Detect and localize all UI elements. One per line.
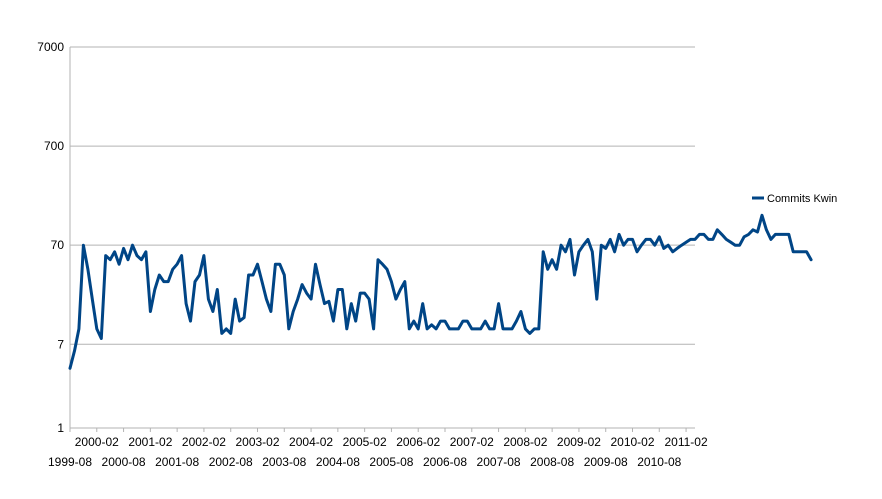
x-tick-label: 2010-08 — [637, 455, 681, 469]
x-tick-label: 2008-08 — [530, 455, 574, 469]
x-tick-label: 2000-02 — [75, 435, 119, 449]
x-tick-label: 2005-02 — [343, 435, 387, 449]
x-tick-label: 2002-08 — [209, 455, 253, 469]
y-tick-label: 7000 — [37, 40, 64, 54]
x-tick-label: 2001-02 — [128, 435, 172, 449]
y-tick-label: 7 — [57, 337, 64, 351]
x-tick-label: 2008-02 — [503, 435, 547, 449]
legend: Commits Kwin — [752, 193, 837, 205]
y-tick-label: 1 — [57, 421, 64, 435]
tick-labels: 1 7 70 700 7000 2000-02 2001-02 2002-02 2003-02 2… — [37, 40, 708, 469]
x-tick-label: 2009-02 — [557, 435, 601, 449]
x-tick-label: 2010-02 — [610, 435, 654, 449]
axes — [69, 47, 695, 432]
gridlines — [70, 46, 695, 429]
x-tick-label: 2003-02 — [235, 435, 279, 449]
x-tick-label: 2004-02 — [289, 435, 333, 449]
x-tick-label: 1999-08 — [48, 455, 92, 469]
x-tick-label: 2002-02 — [182, 435, 226, 449]
x-tick-label: 2003-08 — [262, 455, 306, 469]
y-tick-label: 70 — [51, 238, 65, 252]
x-tick-label: 2009-08 — [584, 455, 628, 469]
x-tick-label: 2006-08 — [423, 455, 467, 469]
x-tick-label: 2001-08 — [155, 455, 199, 469]
legend-label: Commits Kwin — [767, 193, 837, 205]
x-tick-label: 2007-08 — [477, 455, 521, 469]
x-tick-label: 2007-02 — [450, 435, 494, 449]
x-tick-label: 2000-08 — [102, 455, 146, 469]
x-tick-label: 2004-08 — [316, 455, 360, 469]
series-line — [68, 213, 813, 370]
x-tick-label: 2006-02 — [396, 435, 440, 449]
x-tick-label: 2005-08 — [369, 455, 413, 469]
x-tick-label: 2011-02 — [664, 435, 707, 449]
series-lines — [68, 213, 813, 370]
y-tick-label: 700 — [44, 139, 64, 153]
